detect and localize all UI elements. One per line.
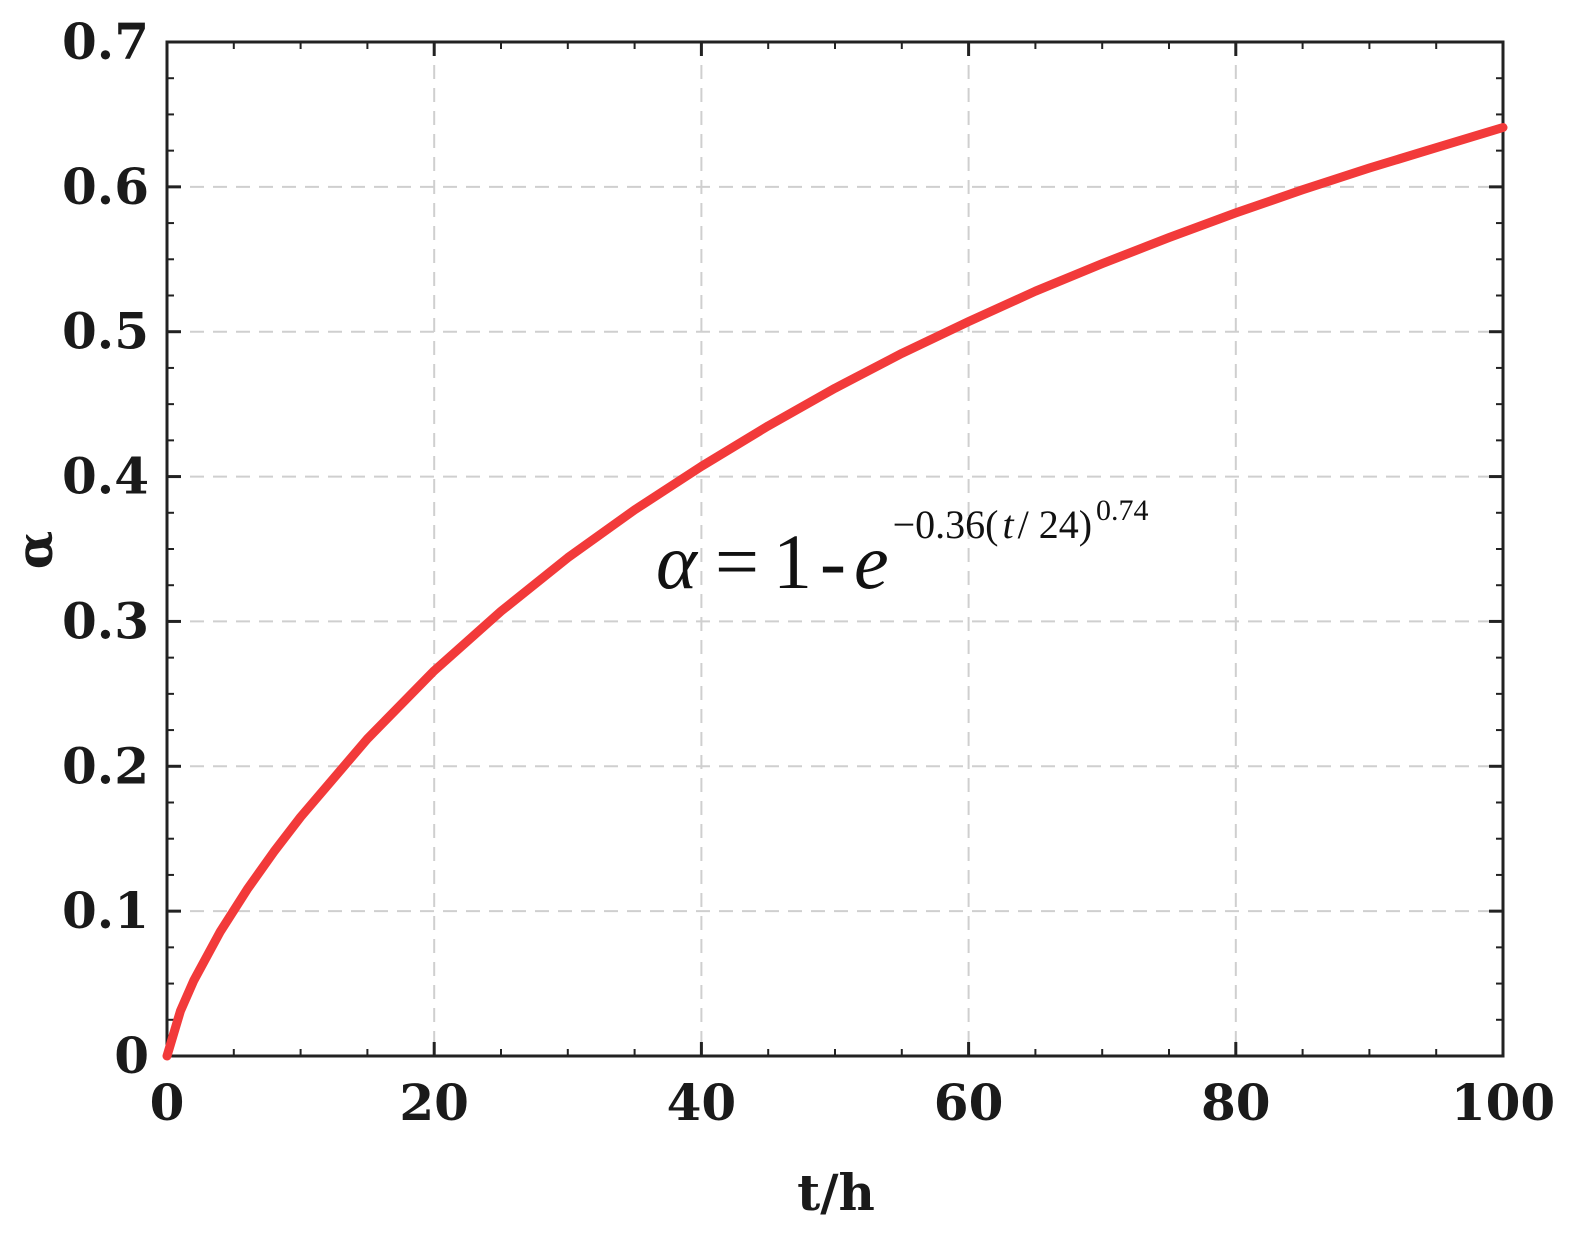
formula-annotation: α = 1 - e −0.36( t / 24) 0.74 bbox=[656, 494, 1149, 605]
series-layer bbox=[162, 123, 1508, 1061]
y-tick-label: 0.4 bbox=[62, 447, 149, 506]
formula-exp-power: 0.74 bbox=[1096, 494, 1149, 527]
x-axis-title: t/h bbox=[797, 1163, 875, 1222]
formula-minus: - bbox=[820, 518, 846, 605]
formula-one: 1 bbox=[773, 518, 812, 605]
y-tick-labels: 0 0.1 0.2 0.3 0.4 0.5 0.6 0.7 bbox=[62, 12, 149, 1085]
plot-frame bbox=[165, 40, 1505, 1058]
y-tick-label: 0.3 bbox=[62, 591, 149, 650]
svg-text:α = 1 -: α = 1 - e −0.36( t / 24) 0.74 bbox=[656, 494, 1149, 605]
series-line bbox=[162, 123, 1508, 1061]
x-tick-label: 100 bbox=[1451, 1073, 1555, 1132]
y-tick-label: 0.5 bbox=[62, 302, 149, 361]
x-tick-label: 80 bbox=[1201, 1073, 1271, 1132]
y-axis-title: α bbox=[5, 531, 64, 569]
x-tick-label: 40 bbox=[667, 1073, 737, 1132]
formula-e: e bbox=[854, 518, 889, 605]
formula-exp-t: t bbox=[1002, 502, 1014, 547]
x-tick-label: 20 bbox=[399, 1073, 469, 1132]
formula-equals: = bbox=[715, 518, 759, 605]
y-tick-label: 0.1 bbox=[62, 881, 149, 940]
y-tick-label: 0.7 bbox=[62, 12, 149, 71]
y-tick-label: 0.6 bbox=[62, 157, 149, 216]
y-tick-label: 0.2 bbox=[62, 736, 149, 795]
formula-alpha: α bbox=[656, 518, 699, 605]
x-tick-label: 0 bbox=[150, 1073, 185, 1132]
x-tick-labels: 0 20 40 60 80 100 bbox=[150, 1073, 1556, 1132]
formula-exp-rest: / 24) bbox=[1018, 502, 1092, 547]
y-tick-label: 0 bbox=[114, 1026, 149, 1085]
formula-exp-coef: −0.36( bbox=[893, 502, 999, 547]
x-tick-label: 60 bbox=[934, 1073, 1004, 1132]
